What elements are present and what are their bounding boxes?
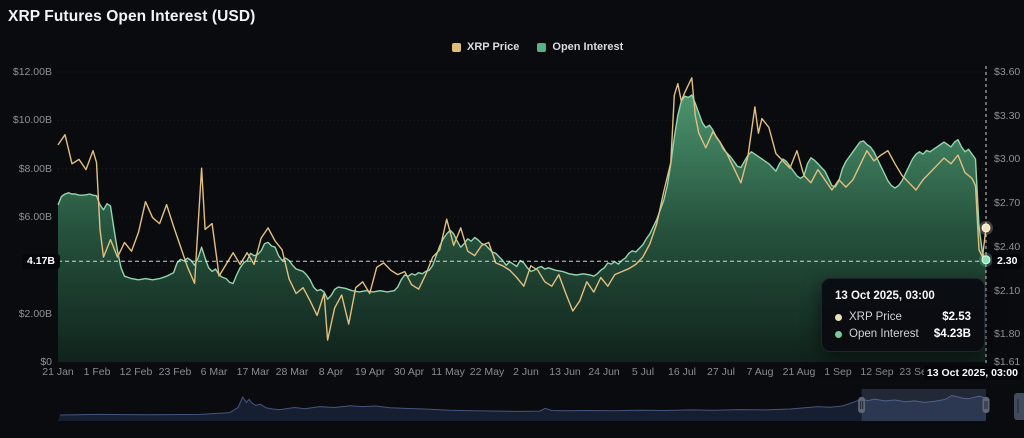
price-marker-dot: [981, 223, 991, 233]
tooltip-value: $2.53: [942, 311, 971, 323]
x-tick: 12 Feb: [119, 366, 153, 378]
legend-swatch-icon: [452, 42, 461, 52]
price-level-badge: 2.30: [992, 254, 1023, 269]
x-tick: 17 Mar: [236, 366, 270, 378]
oi-marker-dot: [981, 255, 991, 265]
y-right-tick: $3.30: [994, 109, 1021, 122]
x-tick: 24 Jun: [588, 366, 620, 378]
y-left-tick: $8.00B: [18, 162, 52, 175]
x-tick: 21 Jan: [42, 366, 74, 378]
y-right-tick: $2.10: [994, 284, 1021, 297]
x-tick: 6 Mar: [200, 366, 228, 378]
xrp-price-line: [57, 77, 987, 341]
x-tick: 30 Apr: [393, 366, 425, 378]
tooltip-date: 13 Oct 2025, 03:00: [835, 290, 935, 302]
open-interest-dot-icon: [835, 330, 842, 338]
navigator-area: [58, 395, 986, 421]
crosshair-date-label: 13 Oct 2025, 03:00: [923, 366, 1021, 380]
x-tick: 5 Jul: [631, 366, 655, 378]
x-tick: 8 Apr: [318, 366, 344, 378]
x-tick: 23 Feb: [158, 366, 192, 378]
y-left-tick: $10.00B: [12, 114, 52, 127]
y-right-tick: $2.70: [994, 197, 1021, 210]
legend-label: Open Interest: [552, 41, 624, 53]
tooltip-label: Open Interest: [849, 328, 919, 340]
x-tick: 1 Sep: [824, 366, 852, 378]
y-left-tick: $2.00B: [18, 307, 52, 320]
navigator-handle-right[interactable]: [982, 397, 990, 413]
x-tick: 13 Jun: [549, 366, 581, 378]
x-tick: 1 Feb: [83, 366, 111, 378]
tooltip: 13 Oct 2025, 03:00 XRP Price $2.53 Open …: [821, 278, 985, 352]
x-tick: 7 Aug: [746, 366, 774, 378]
navigator-selection[interactable]: [861, 389, 986, 421]
x-tick: 2 Jun: [513, 366, 539, 378]
y-left-tick: $0: [40, 356, 52, 368]
legend-item-xrp-price[interactable]: XRP Price: [452, 41, 519, 53]
y-left-tick: $6.00B: [18, 211, 52, 223]
tooltip-label: XRP Price: [849, 311, 902, 323]
navigator-line: [59, 394, 987, 416]
navigator-handle-left[interactable]: [858, 397, 866, 413]
navigator-right-edge-handle[interactable]: [1014, 393, 1024, 420]
open-interest-line: [57, 94, 987, 300]
y-left-tick: $12.00B: [12, 66, 52, 78]
x-tick: 11 May: [431, 366, 465, 378]
x-tick: 21 Aug: [782, 366, 816, 378]
legend: XRP Price Open Interest: [452, 41, 623, 53]
open-interest-area: [58, 95, 986, 362]
legend-item-open-interest[interactable]: Open Interest: [537, 41, 623, 53]
y-right-tick: $1.61: [994, 356, 1021, 368]
x-tick: 19 Apr: [354, 366, 386, 378]
x-tick: 28 Mar: [275, 366, 309, 378]
y-right-tick: $3.00: [994, 153, 1021, 166]
tooltip-row-open-interest: Open Interest $4.23B: [835, 328, 971, 340]
y-right-tick: $2.40: [994, 240, 1021, 253]
tooltip-row-xrp-price: XRP Price $2.53: [835, 311, 971, 323]
y-right-tick: $3.60: [994, 66, 1021, 78]
legend-swatch-icon: [537, 42, 547, 52]
y-right-tick: $1.80: [994, 328, 1021, 341]
x-tick: 16 Jul: [667, 366, 697, 378]
xrp-price-dot-icon: [835, 313, 842, 321]
x-tick: 22 May: [469, 366, 505, 378]
x-tick: 27 Jul: [706, 366, 736, 378]
chart-title: XRP Futures Open Interest (USD): [8, 8, 256, 25]
legend-label: XRP Price: [467, 41, 520, 53]
x-tick: 12 Sep: [860, 366, 894, 378]
open-interest-current-badge: 4.17B: [22, 254, 61, 269]
tooltip-value: $4.23B: [933, 328, 971, 340]
